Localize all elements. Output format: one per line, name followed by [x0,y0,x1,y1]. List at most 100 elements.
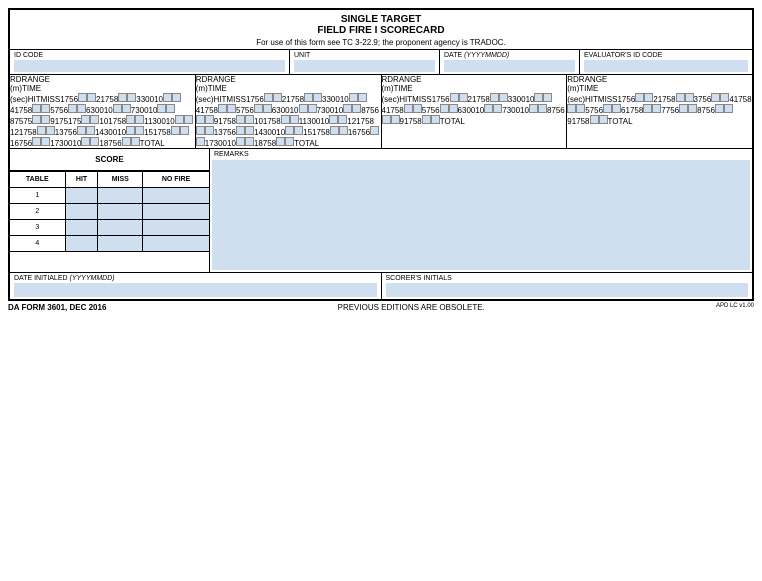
miss-checkbox[interactable] [652,104,661,113]
hit-checkbox[interactable] [382,115,391,124]
miss-checkbox[interactable] [41,115,50,124]
miss-checkbox[interactable] [227,104,236,113]
miss-checkbox[interactable] [184,115,193,124]
miss-checkbox[interactable] [543,93,552,102]
hit-checkbox[interactable] [78,93,87,102]
score-miss-input[interactable] [98,236,143,252]
unit-input[interactable] [294,60,435,72]
miss-checkbox[interactable] [205,126,214,135]
miss-checkbox[interactable] [413,104,422,113]
hit-checkbox[interactable] [77,126,86,135]
score-nofire-input[interactable] [143,236,209,252]
miss-checkbox[interactable] [131,137,140,146]
hit-checkbox[interactable] [304,93,313,102]
hit-checkbox[interactable] [126,126,135,135]
miss-checkbox[interactable] [285,137,294,146]
score-hit-input[interactable] [65,220,98,236]
hit-checkbox[interactable] [715,104,724,113]
miss-checkbox[interactable] [352,104,361,113]
miss-checkbox[interactable] [459,93,468,102]
miss-checkbox[interactable] [576,104,585,113]
miss-checkbox[interactable] [538,104,547,113]
hit-checkbox[interactable] [484,104,493,113]
hit-checkbox[interactable] [490,93,499,102]
hit-checkbox[interactable] [404,104,413,113]
hit-checkbox[interactable] [236,137,245,146]
hit-checkbox[interactable] [281,115,290,124]
miss-checkbox[interactable] [294,126,303,135]
hit-checkbox[interactable] [343,104,352,113]
score-miss-input[interactable] [98,188,143,204]
hit-checkbox[interactable] [330,126,339,135]
miss-checkbox[interactable] [77,104,86,113]
hit-checkbox[interactable] [422,115,431,124]
miss-checkbox[interactable] [122,104,131,113]
miss-checkbox[interactable] [46,126,55,135]
miss-checkbox[interactable] [358,93,367,102]
miss-checkbox[interactable] [135,126,144,135]
hit-checkbox[interactable] [254,104,263,113]
miss-checkbox[interactable] [391,115,400,124]
hit-checkbox[interactable] [349,93,358,102]
miss-checkbox[interactable] [127,93,136,102]
hit-checkbox[interactable] [163,93,172,102]
miss-checkbox[interactable] [41,137,50,146]
hit-checkbox[interactable] [676,93,685,102]
score-miss-input[interactable] [98,220,143,236]
score-miss-input[interactable] [98,204,143,220]
miss-checkbox[interactable] [196,137,205,146]
hit-checkbox[interactable] [329,115,338,124]
hit-checkbox[interactable] [264,93,273,102]
date-initialed-input[interactable] [14,283,377,297]
score-hit-input[interactable] [65,236,98,252]
hit-checkbox[interactable] [157,104,166,113]
miss-checkbox[interactable] [90,115,99,124]
hit-checkbox[interactable] [113,104,122,113]
hit-checkbox[interactable] [196,115,205,124]
miss-checkbox[interactable] [431,115,440,124]
hit-checkbox[interactable] [711,93,720,102]
miss-checkbox[interactable] [720,93,729,102]
miss-checkbox[interactable] [599,115,608,124]
hit-checkbox[interactable] [603,104,612,113]
miss-checkbox[interactable] [263,104,272,113]
hit-checkbox[interactable] [679,104,688,113]
hit-checkbox[interactable] [276,137,285,146]
hit-checkbox[interactable] [529,104,538,113]
miss-checkbox[interactable] [273,93,282,102]
hit-checkbox[interactable] [218,104,227,113]
hit-checkbox[interactable] [175,115,184,124]
hit-checkbox[interactable] [440,104,449,113]
hit-checkbox[interactable] [171,126,180,135]
score-nofire-input[interactable] [143,204,209,220]
miss-checkbox[interactable] [245,115,254,124]
score-hit-input[interactable] [65,188,98,204]
miss-checkbox[interactable] [449,104,458,113]
miss-checkbox[interactable] [166,104,175,113]
hit-checkbox[interactable] [534,93,543,102]
hit-checkbox[interactable] [450,93,459,102]
hit-checkbox[interactable] [567,104,576,113]
miss-checkbox[interactable] [644,93,653,102]
miss-checkbox[interactable] [205,115,214,124]
hit-checkbox[interactable] [37,126,46,135]
miss-checkbox[interactable] [313,93,322,102]
miss-checkbox[interactable] [41,104,50,113]
miss-checkbox[interactable] [688,104,697,113]
date-input[interactable] [444,60,575,72]
scorer-input[interactable] [386,283,749,297]
miss-checkbox[interactable] [86,126,95,135]
miss-checkbox[interactable] [308,104,317,113]
miss-checkbox[interactable] [180,126,189,135]
miss-checkbox[interactable] [87,93,96,102]
hit-checkbox[interactable] [590,115,599,124]
hit-checkbox[interactable] [81,137,90,146]
hit-checkbox[interactable] [122,137,131,146]
hit-checkbox[interactable] [299,104,308,113]
hit-checkbox[interactable] [236,115,245,124]
hit-checkbox[interactable] [643,104,652,113]
hit-checkbox[interactable] [32,115,41,124]
idcode-input[interactable] [14,60,285,72]
miss-checkbox[interactable] [135,115,144,124]
hit-checkbox[interactable] [68,104,77,113]
